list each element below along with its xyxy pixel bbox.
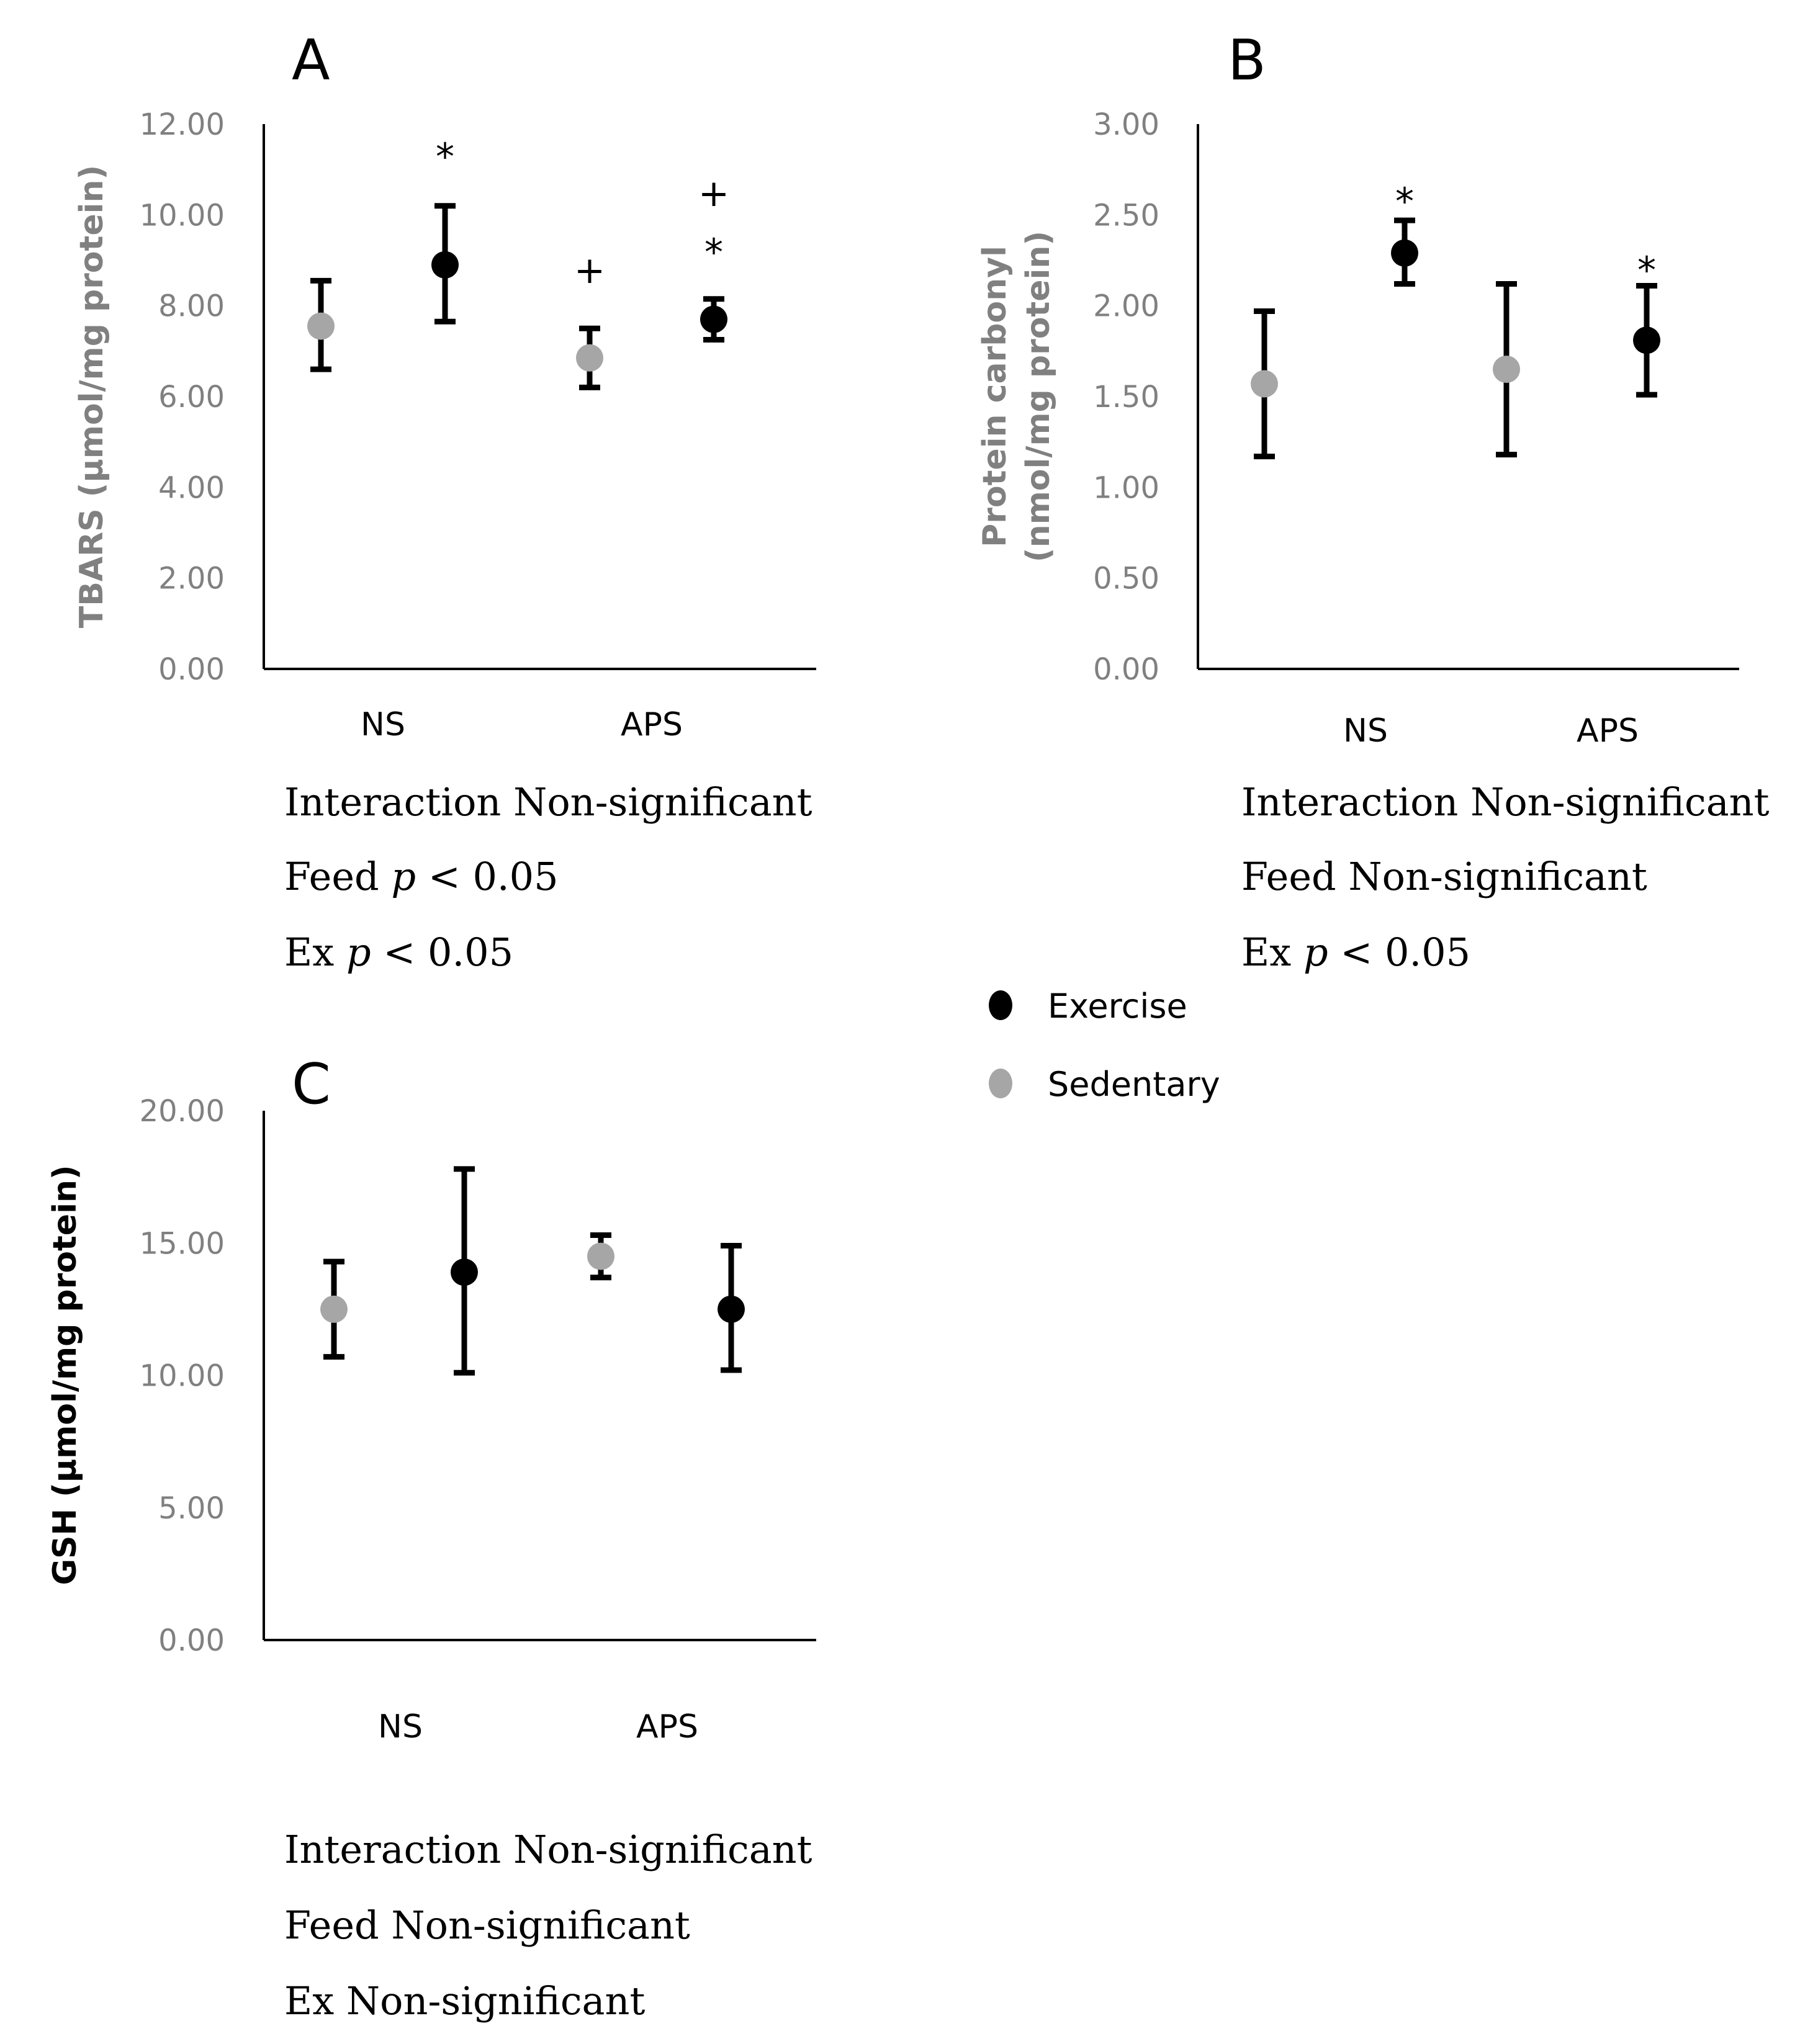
data-point-exercise	[1633, 326, 1660, 354]
data-point-sedentary	[307, 312, 335, 340]
y-tick-label: 10.00	[140, 1359, 225, 1394]
data-point-sedentary	[320, 1295, 348, 1323]
y-tick-label: 2.50	[1093, 198, 1159, 233]
y-tick-label: 0.00	[158, 652, 225, 687]
significance-marker: *	[436, 135, 454, 179]
panel-label: C	[292, 1052, 331, 1117]
panel-b-stat-interaction: Interaction Non-significant	[1241, 779, 1770, 825]
legend-swatch-sedentary	[989, 1069, 1012, 1098]
y-axis-label: Protein carbonyl	[976, 246, 1014, 547]
panel-label: A	[292, 28, 330, 93]
y-tick-label: 8.00	[158, 289, 225, 324]
y-tick-label: 3.00	[1093, 107, 1159, 142]
data-point-sedentary	[1251, 370, 1278, 398]
legend-label: Exercise	[1048, 987, 1187, 1026]
y-tick-label: 15.00	[140, 1226, 225, 1261]
chart-panel-b: B 0.00 0.50 1.00 1.50 2.00 2.50 3.00 NS APS Protei…	[976, 28, 1739, 750]
x-category-label: APS	[1577, 712, 1639, 750]
y-axis-label-line2: (nmol/mg protein)	[1020, 231, 1057, 562]
panel-b-stat-feed: Feed Non-significant	[1241, 854, 1647, 899]
x-category-label: NS	[1343, 712, 1388, 750]
y-axis-label: TBARS (μmol/mg protein)	[73, 165, 110, 629]
x-category-label: APS	[621, 706, 683, 743]
legend-swatch-exercise	[989, 990, 1012, 1020]
significance-marker: *	[1395, 180, 1414, 223]
y-tick-label: 20.00	[140, 1094, 225, 1129]
data-point-exercise	[451, 1258, 478, 1286]
data-point-exercise	[431, 251, 459, 279]
data-point-exercise	[700, 305, 727, 333]
legend: Exercise Sedentary	[989, 987, 1220, 1104]
panel-label: B	[1228, 28, 1266, 93]
y-tick-label: 4.00	[158, 470, 225, 505]
y-tick-label: 6.00	[158, 380, 225, 415]
panel-a-stat-interaction: Interaction Non-significant	[284, 779, 812, 825]
x-category-label: NS	[361, 706, 405, 743]
y-tick-label: 10.00	[140, 198, 225, 233]
x-category-label: NS	[378, 1708, 423, 1746]
chart-panel-a: A 0.00 2.00 4.00 6.00 8.00 10.00 12.00 NS APS TBAR…	[73, 28, 816, 743]
significance-marker: *	[704, 231, 723, 274]
data-point-sedentary	[587, 1242, 614, 1270]
y-tick-label: 0.00	[158, 1623, 225, 1658]
panel-c-stat-interaction: Interaction Non-significant	[284, 1827, 812, 1872]
y-tick-label: 2.00	[1093, 289, 1159, 324]
y-tick-label: 0.00	[1093, 652, 1159, 687]
y-tick-label: 5.00	[158, 1491, 225, 1526]
panel-a-stat-feed: Feed p < 0.05	[284, 854, 559, 899]
data-point-exercise	[1391, 239, 1418, 267]
x-category-label: APS	[636, 1708, 698, 1746]
y-tick-label: 2.00	[158, 562, 225, 596]
y-tick-label: 12.00	[140, 107, 225, 142]
panel-b-stat-ex: Ex p < 0.05	[1241, 930, 1471, 975]
significance-marker: +	[574, 249, 605, 292]
data-point-sedentary	[576, 344, 603, 372]
chart-panel-c: C 0.00 5.00 10.00 15.00 20.00 NS APS GSH (μmol/m…	[47, 1052, 816, 1746]
y-tick-label: 1.00	[1093, 470, 1159, 505]
legend-label: Sedentary	[1048, 1065, 1220, 1104]
significance-marker: *	[1637, 249, 1656, 292]
panel-c-stat-feed: Feed Non-significant	[284, 1903, 690, 1948]
data-point-sedentary	[1493, 356, 1520, 383]
significance-marker: +	[698, 172, 729, 215]
data-point-exercise	[718, 1295, 745, 1323]
panel-a-stat-ex: Ex p < 0.05	[284, 930, 514, 975]
y-tick-label: 1.50	[1093, 380, 1159, 415]
y-axis-label: GSH (μmol/mg protein)	[47, 1165, 84, 1585]
y-tick-label: 0.50	[1093, 562, 1159, 596]
panel-c-stat-ex: Ex Non-significant	[284, 1978, 646, 2024]
